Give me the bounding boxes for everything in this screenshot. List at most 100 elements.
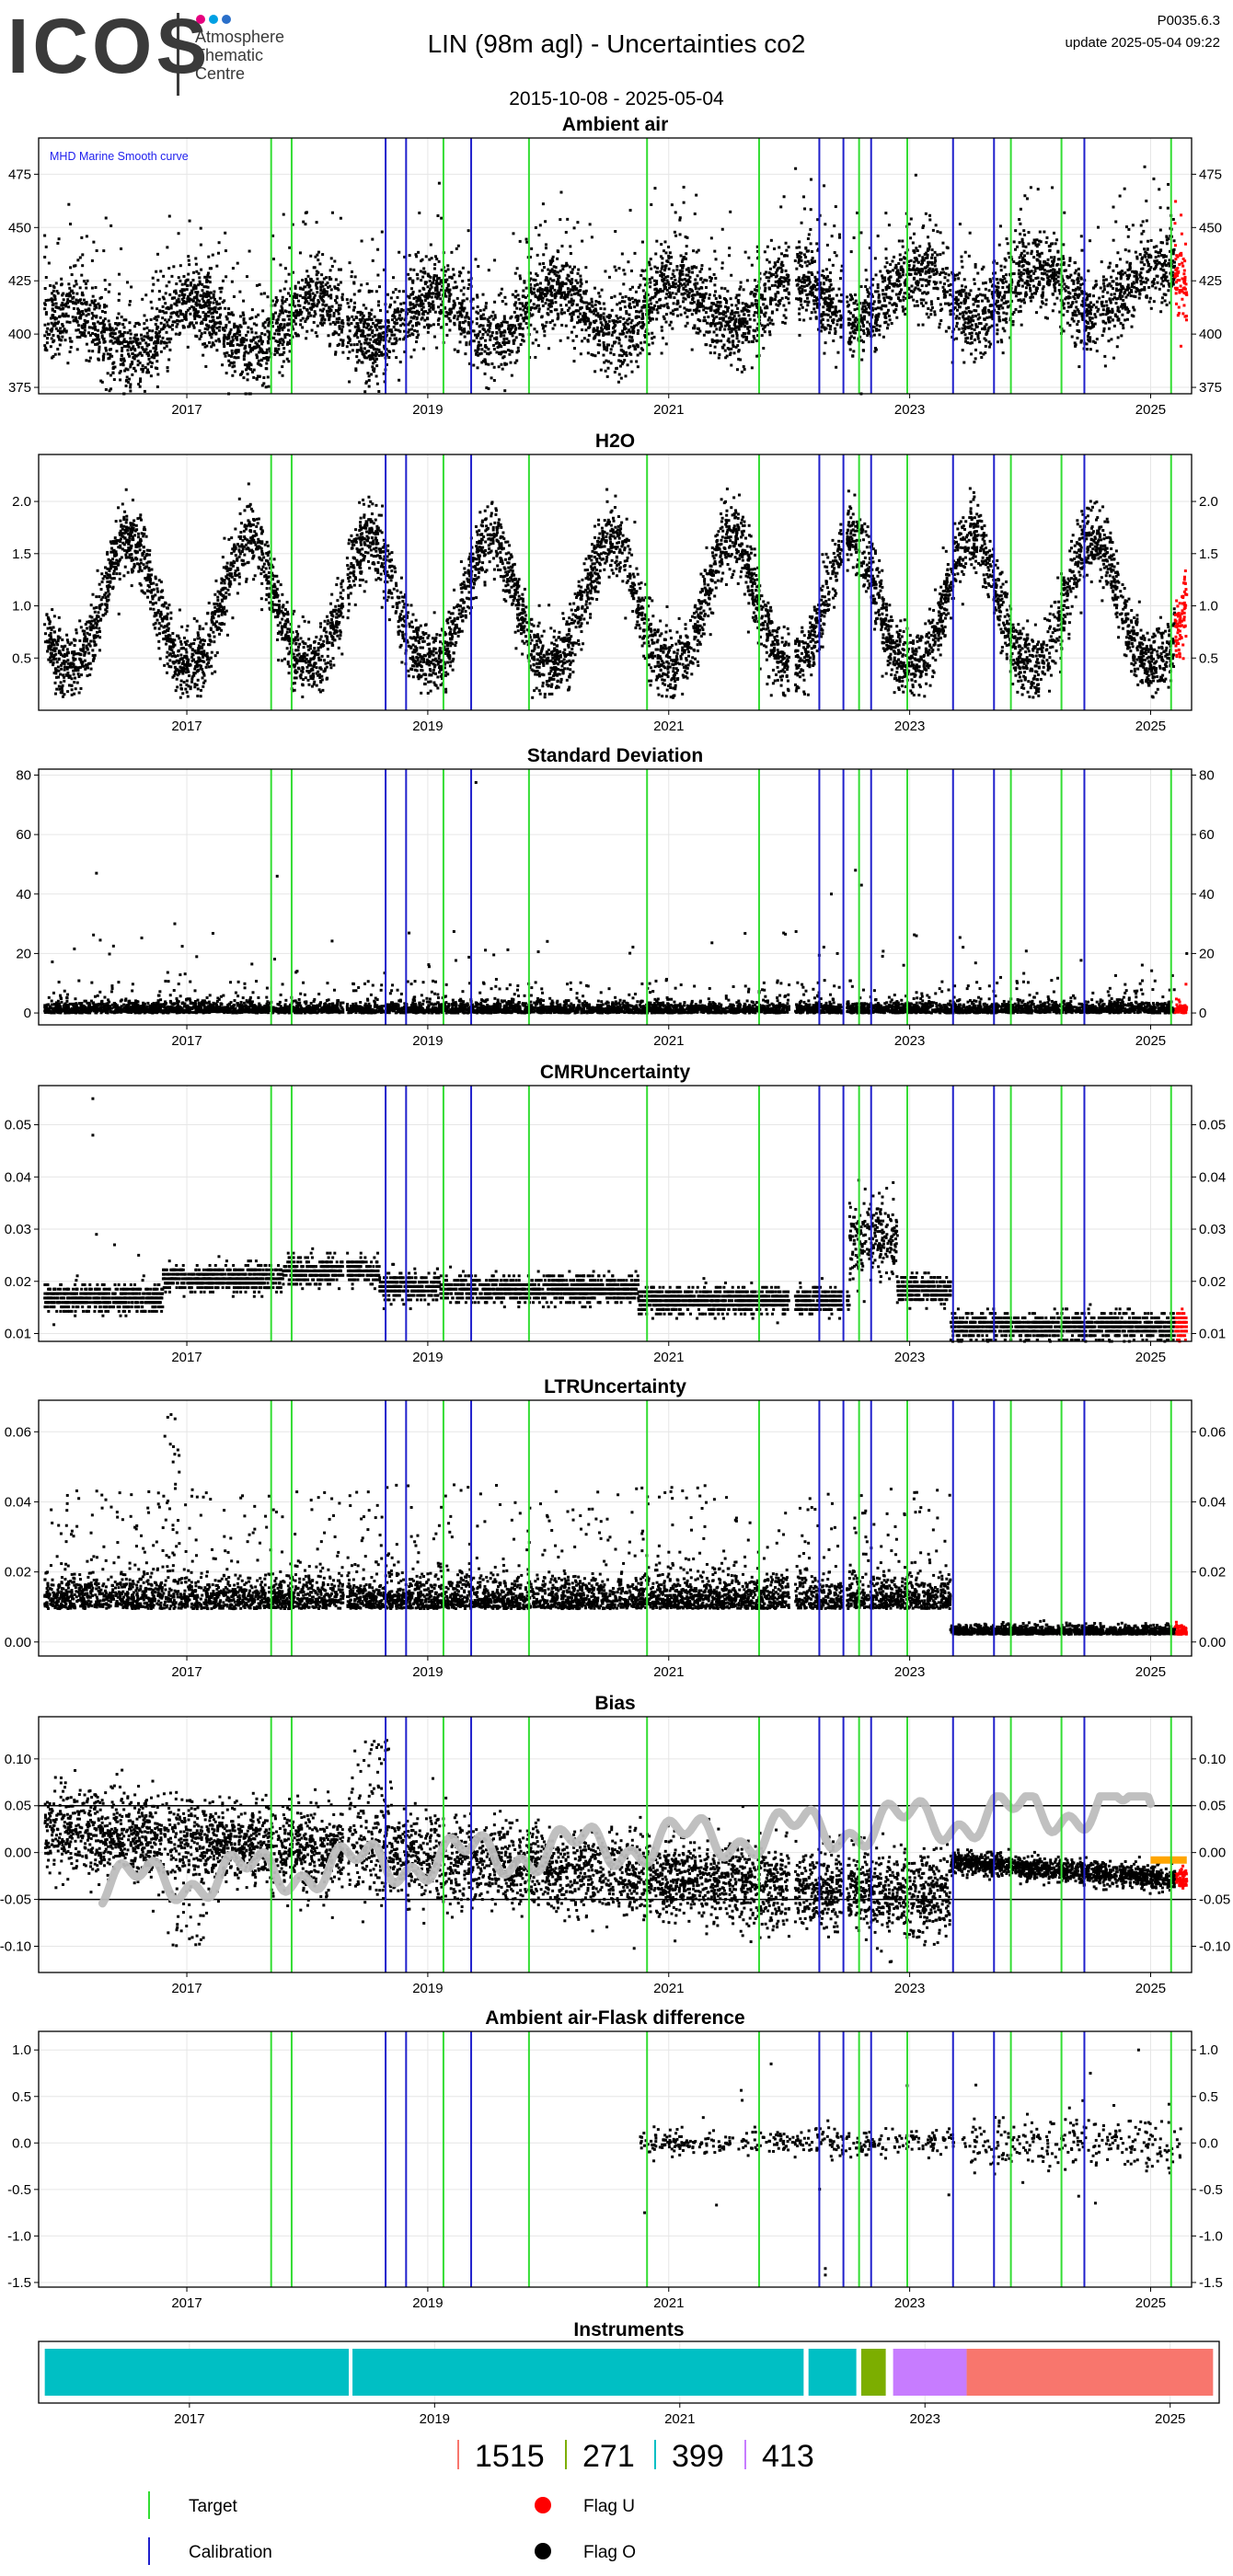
data-point (795, 247, 798, 249)
data-point (208, 304, 211, 306)
data-point (1180, 345, 1182, 348)
data-point (776, 308, 778, 311)
data-point (587, 351, 590, 354)
data-point (156, 373, 159, 375)
data-point (510, 362, 513, 364)
data-point (711, 340, 714, 343)
data-point (543, 334, 546, 337)
data-point (632, 344, 635, 347)
data-point (648, 352, 651, 355)
data-point (335, 278, 338, 281)
data-point (823, 275, 825, 278)
data-point (192, 271, 195, 274)
data-point (1034, 270, 1037, 272)
data-point (121, 354, 123, 357)
data-point (719, 301, 721, 304)
data-point (305, 292, 307, 294)
data-point (1037, 267, 1040, 270)
data-point (126, 281, 129, 283)
data-point (1110, 276, 1112, 279)
data-point (597, 343, 600, 346)
data-point (282, 347, 285, 350)
data-point (570, 331, 573, 334)
data-point (873, 300, 876, 303)
data-point (1141, 256, 1144, 259)
data-point (493, 366, 496, 369)
data-point (573, 347, 576, 350)
data-point (126, 375, 129, 378)
data-point (747, 314, 750, 316)
data-point (395, 328, 398, 331)
data-point (851, 297, 854, 300)
data-point (542, 305, 545, 307)
data-point (605, 346, 608, 349)
data-point (390, 334, 393, 337)
data-point (409, 334, 411, 337)
data-point (409, 310, 411, 313)
data-point (1113, 325, 1116, 328)
data-point (625, 335, 628, 338)
data-point (231, 350, 234, 352)
data-point (287, 292, 290, 294)
data-point (740, 325, 743, 328)
data-point (70, 346, 73, 349)
data-point (665, 342, 668, 345)
data-point (50, 345, 52, 348)
data-point (783, 255, 786, 258)
data-point (282, 318, 284, 321)
data-point (59, 316, 62, 318)
data-point (598, 339, 601, 342)
data-point (714, 277, 717, 280)
data-point (353, 293, 356, 295)
data-point (619, 307, 622, 310)
data-point (628, 303, 631, 305)
data-point (1143, 288, 1146, 291)
data-point (485, 302, 488, 305)
data-point (43, 344, 46, 347)
data-point (503, 317, 506, 320)
data-point (448, 300, 451, 303)
data-point (637, 329, 640, 332)
data-point (1183, 270, 1186, 272)
data-point (47, 333, 50, 336)
data-point (85, 359, 87, 362)
data-point (616, 303, 618, 305)
data-point (828, 279, 831, 282)
data-point (225, 324, 227, 327)
data-point (202, 292, 205, 294)
data-point (266, 349, 269, 351)
data-point (484, 339, 487, 342)
data-point (893, 256, 895, 259)
data-point (1052, 268, 1054, 270)
data-point (60, 339, 63, 341)
data-point (709, 344, 712, 347)
data-point (1087, 335, 1089, 338)
data-point (407, 273, 409, 276)
data-point (151, 337, 154, 339)
data-point (537, 234, 540, 236)
data-point (877, 283, 880, 286)
data-point (448, 276, 451, 279)
data-point (472, 329, 475, 332)
data-point (98, 346, 101, 349)
data-point (927, 263, 929, 266)
data-point (236, 262, 239, 265)
data-point (338, 313, 340, 316)
data-point (996, 324, 998, 327)
data-point (1108, 282, 1111, 285)
data-point (913, 233, 916, 236)
data-point (515, 336, 518, 339)
data-point (147, 354, 150, 357)
data-point (1077, 272, 1080, 275)
data-point (389, 304, 392, 306)
data-point (333, 312, 336, 315)
data-point (669, 262, 672, 265)
data-point (156, 253, 159, 256)
data-point (1119, 195, 1122, 198)
data-point (596, 327, 599, 329)
data-point (455, 247, 458, 250)
data-point (178, 298, 180, 301)
data-point (942, 251, 945, 254)
data-point (1161, 296, 1164, 299)
data-point (399, 361, 402, 363)
